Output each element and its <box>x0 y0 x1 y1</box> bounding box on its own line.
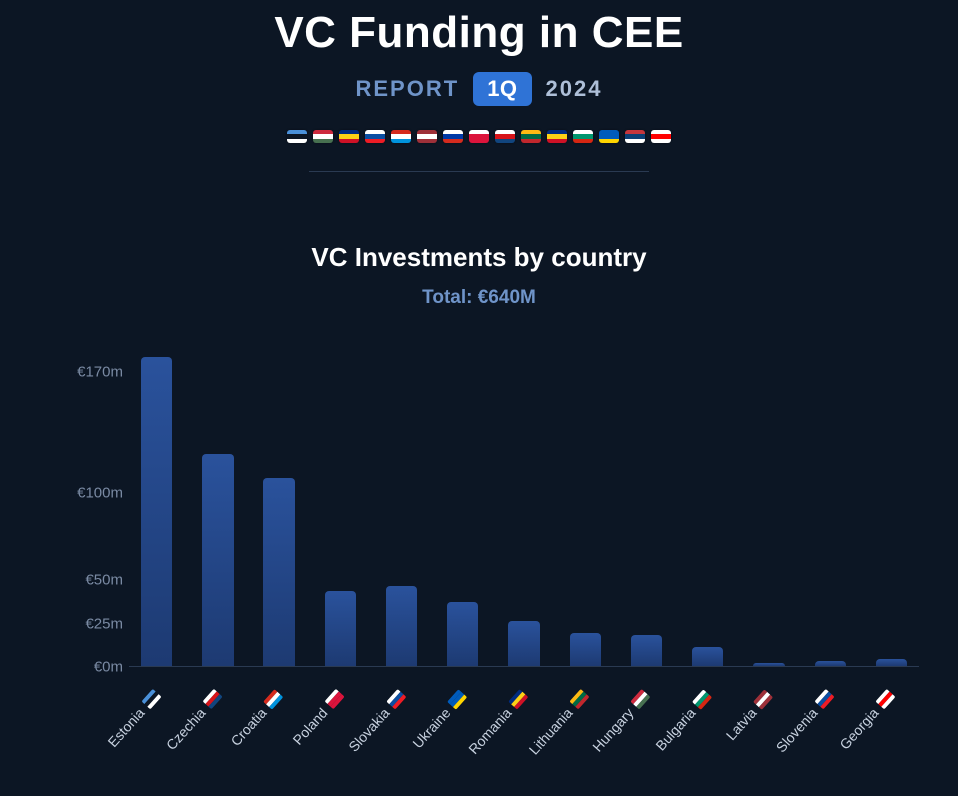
plot-area <box>129 337 919 667</box>
country-label: Estonia <box>104 705 147 750</box>
flag-icon <box>753 689 773 710</box>
flag-icon <box>141 689 161 710</box>
bar <box>202 454 233 666</box>
x-axis: EstoniaCzechiaCroatiaPolandSlovakiaUkrai… <box>129 671 919 771</box>
x-label-slot: Slovenia <box>811 671 850 771</box>
flag-icon <box>391 130 411 143</box>
flag-icon <box>443 130 463 143</box>
bar-slot <box>566 337 605 666</box>
x-tick-label: Latvia <box>723 688 775 744</box>
quarter-badge: 1Q <box>473 72 531 106</box>
bar <box>325 591 356 666</box>
flag-icon <box>573 130 593 143</box>
page-title: VC Funding in CEE <box>274 8 683 58</box>
chart-title: VC Investments by country <box>311 242 646 273</box>
report-subtitle: REPORT 1Q 2024 <box>356 72 603 106</box>
bar-slot <box>443 337 482 666</box>
bar-slot <box>504 337 543 666</box>
y-tick-label: €25m <box>85 615 123 632</box>
bar-slot <box>137 337 176 666</box>
chart: €0m €25m €50m €100m €170m Estonia Czechia Croa… <box>39 337 919 777</box>
chart-total: Total: €640M <box>422 287 536 309</box>
bar-slot <box>688 337 727 666</box>
bar-slot <box>382 337 421 666</box>
flag-icon <box>365 130 385 143</box>
bar-slot <box>811 337 850 666</box>
bar-slot <box>259 337 298 666</box>
bar <box>692 647 723 666</box>
flag-icon <box>447 689 467 710</box>
flag-icon <box>287 130 307 143</box>
flag-icon <box>814 689 834 710</box>
flag-icon <box>569 689 589 710</box>
x-label-slot: Poland <box>321 671 360 771</box>
x-label-slot: Croatia <box>259 671 298 771</box>
bar-slot <box>321 337 360 666</box>
bar <box>447 602 478 666</box>
flag-icon <box>339 130 359 143</box>
bar <box>508 621 539 666</box>
flag-icon <box>625 130 645 143</box>
x-label-slot: Czechia <box>198 671 237 771</box>
flag-icon <box>651 130 671 143</box>
country-label: Latvia <box>723 705 760 743</box>
x-label-slot: Bulgaria <box>688 671 727 771</box>
bar-slot <box>749 337 788 666</box>
bar-slot <box>627 337 666 666</box>
x-label-slot: Lithuania <box>566 671 605 771</box>
flag-icon <box>386 689 406 710</box>
flag-row <box>287 130 671 143</box>
flag-icon <box>508 689 528 710</box>
page: VC Funding in CEE REPORT 1Q 2024 VC Inve… <box>0 0 958 777</box>
flag-icon <box>417 130 437 143</box>
flag-icon <box>631 689 651 710</box>
y-axis: €0m€25m€50m€100m€170m <box>39 337 129 667</box>
bar-slot <box>872 337 911 666</box>
bar-slot <box>198 337 237 666</box>
flag-icon <box>263 689 283 710</box>
report-year: 2024 <box>546 76 603 102</box>
y-tick-label: €100m <box>77 485 123 502</box>
flag-icon <box>876 689 896 710</box>
x-label-slot: Hungary <box>627 671 666 771</box>
flag-icon <box>495 130 515 143</box>
bar <box>570 633 601 666</box>
flag-icon <box>324 689 344 710</box>
x-label-slot: Georgia <box>872 671 911 771</box>
x-tick-label: Estonia <box>104 688 163 751</box>
bar <box>876 659 907 666</box>
bar <box>386 586 417 666</box>
y-tick-label: €170m <box>77 363 123 380</box>
flag-icon <box>521 130 541 143</box>
x-label-slot: Latvia <box>749 671 788 771</box>
flag-icon <box>202 689 222 710</box>
flag-icon <box>313 130 333 143</box>
y-tick-label: €50m <box>85 572 123 589</box>
flag-icon <box>692 689 712 710</box>
bar <box>753 663 784 666</box>
report-label: REPORT <box>356 76 460 102</box>
bar <box>141 357 172 666</box>
x-label-slot: Estonia <box>137 671 176 771</box>
divider <box>309 171 649 172</box>
x-label-slot: Slovakia <box>382 671 421 771</box>
bar <box>631 635 662 666</box>
flag-icon <box>469 130 489 143</box>
flag-icon <box>599 130 619 143</box>
flag-icon <box>547 130 567 143</box>
y-tick-label: €0m <box>94 659 123 676</box>
bar <box>815 661 846 666</box>
bar <box>263 478 294 666</box>
